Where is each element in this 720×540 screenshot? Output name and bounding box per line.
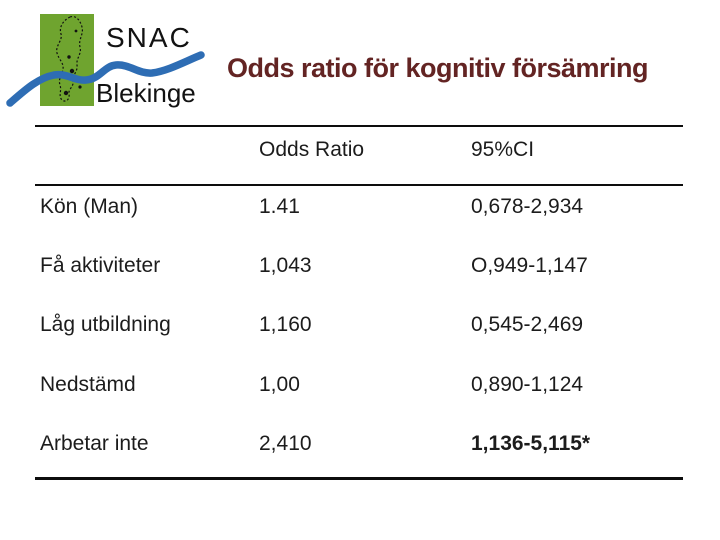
logo-graphic [6,14,205,107]
ci-value: 0,545-2,469 [471,313,584,336]
logo-text-blekinge: Blekinge [96,78,196,108]
map-dots [63,29,82,96]
table-bottom-rule [35,477,683,480]
odds-ratio-value: 1,160 [259,313,312,336]
row-label: Låg utbildning [40,313,171,336]
ci-value: 0,678-2,934 [471,195,584,218]
row-label: Få aktiviteter [40,254,161,277]
snac-blekinge-logo: SNAC Blekinge [0,0,220,115]
table-header-rule [35,184,683,186]
sweden-map-icon [56,15,84,102]
odds-ratio-value: 1.41 [259,195,300,218]
odds-ratio-value: 2,410 [259,432,312,455]
odds-ratio-value: 1,043 [259,254,312,277]
column-header-95ci: 95%CI [471,138,535,161]
column-header-odds-ratio: Odds Ratio [259,138,365,161]
row-label: Arbetar inte [40,432,149,455]
green-rectangle [40,14,94,106]
ci-value: 0,890-1,124 [471,373,584,396]
row-label: Kön (Man) [40,195,139,218]
wave-icon [6,51,205,107]
page-title: Odds ratio för kognitiv försämring [227,53,649,83]
row-label: Nedstämd [40,373,136,396]
odds-ratio-value: 1,00 [259,373,300,396]
ci-value-significant: 1,136-5,115* [471,432,591,455]
ci-value: O,949-1,147 [471,254,588,277]
table-top-rule [35,125,683,127]
logo-text-snac: SNAC [106,22,192,53]
